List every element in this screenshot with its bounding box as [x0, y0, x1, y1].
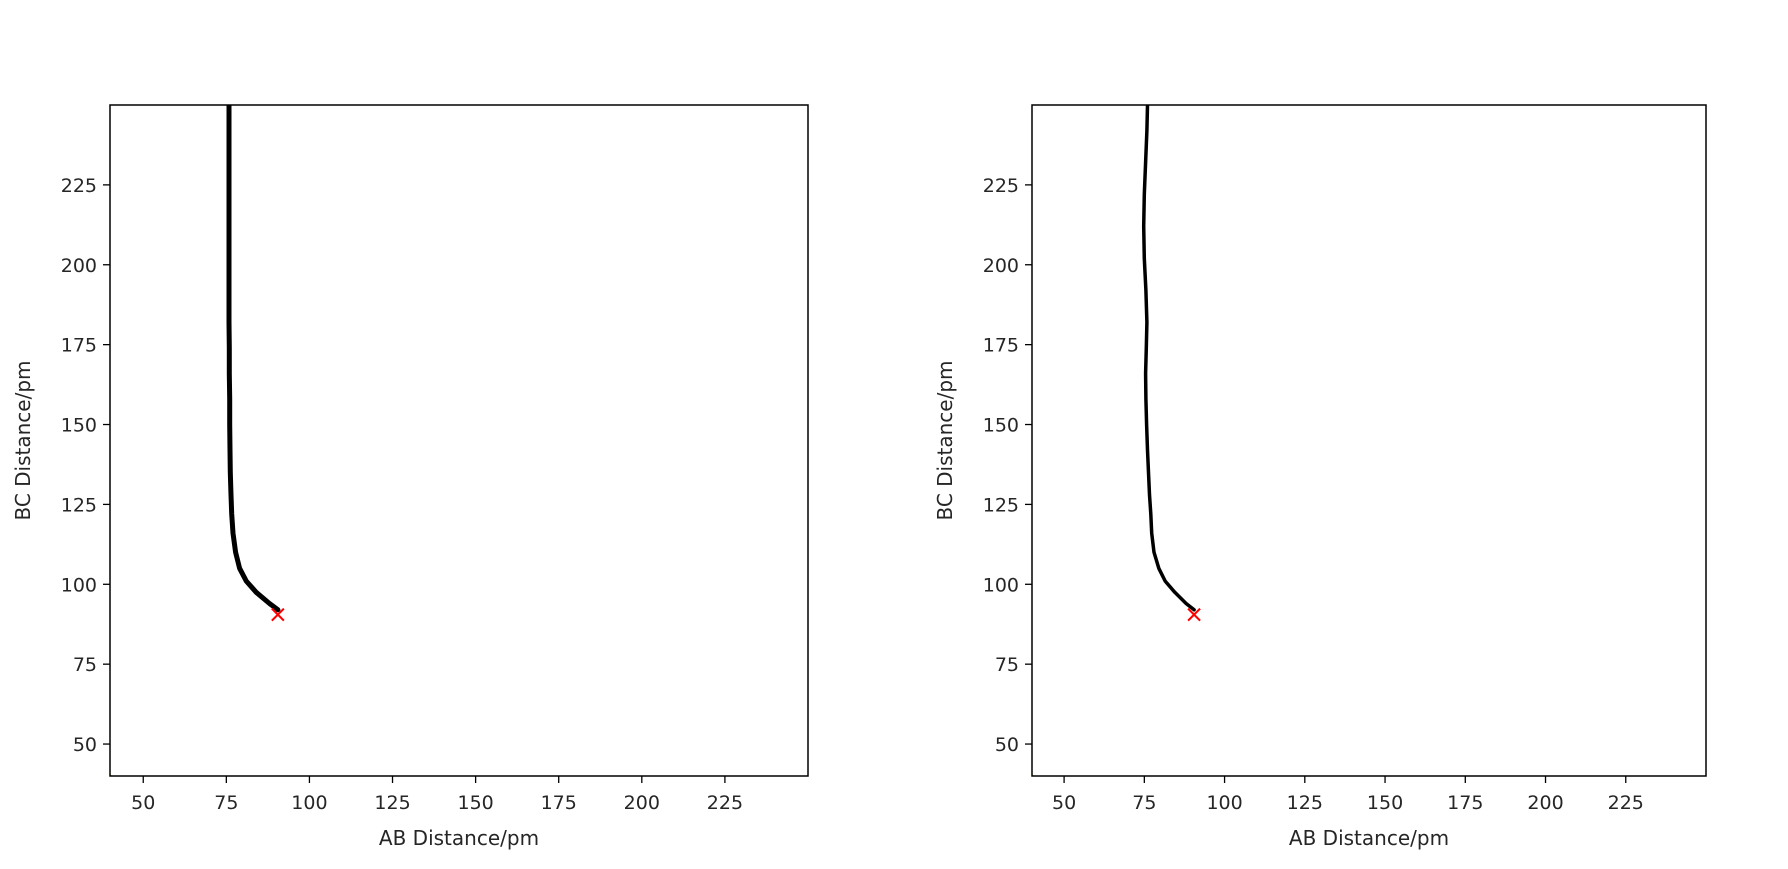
x-tick-label: 125	[374, 792, 410, 814]
x-tick-label: 125	[1287, 792, 1323, 814]
x-tick-label: 50	[131, 792, 155, 814]
x-tick-label: 50	[1052, 792, 1076, 814]
y-axis-label: BC Distance/pm	[11, 360, 35, 520]
x-tick-label: 75	[1132, 792, 1156, 814]
y-tick-label: 100	[983, 574, 1019, 596]
y-tick-label: 100	[61, 574, 97, 596]
x-tick-label: 200	[1527, 792, 1563, 814]
x-tick-label: 100	[291, 792, 327, 814]
y-tick-label: 225	[983, 175, 1019, 197]
x-tick-label: 150	[1367, 792, 1403, 814]
x-tick-label: 225	[1608, 792, 1644, 814]
contour-lines	[110, 105, 285, 776]
axes-frame	[1031, 104, 1707, 777]
saddle-point-marker	[1187, 607, 1201, 622]
axes-frame	[109, 104, 809, 777]
y-tick-label: 150	[61, 415, 97, 437]
trajectory-line	[1141, 105, 1196, 612]
y-tick-label: 50	[73, 734, 97, 756]
y-tick-label: 50	[995, 734, 1019, 756]
x-tick-label: 100	[1206, 792, 1242, 814]
saddle-point-marker	[271, 607, 285, 622]
y-tick-label: 75	[995, 654, 1019, 676]
x-tick-label: 200	[624, 792, 660, 814]
y-tick-label: 225	[61, 175, 97, 197]
x-axis-label: AB Distance/pm	[379, 826, 539, 850]
y-tick-label: 75	[73, 654, 97, 676]
y-tick-label: 125	[61, 494, 97, 516]
y-tick-label: 175	[983, 335, 1019, 357]
x-tick-label: 175	[541, 792, 577, 814]
y-tick-label: 200	[61, 255, 97, 277]
x-tick-label: 175	[1447, 792, 1483, 814]
x-tick-label: 150	[457, 792, 493, 814]
y-tick-label: 125	[983, 494, 1019, 516]
y-axis-label: BC Distance/pm	[933, 360, 957, 520]
left-contour-panel: 50 75 100 125 150 175 200 225 50 75 100 125 150 175 20…	[11, 104, 809, 850]
y-tick-label: 200	[983, 255, 1019, 277]
y-tick-label: 150	[983, 415, 1019, 437]
contour-lines	[1032, 105, 1201, 776]
trajectory-line	[226, 105, 281, 613]
right-contour-panel: 50 75 100 125 150 175 200 225 50 75 100 125 150 175 20…	[933, 104, 1707, 850]
x-axis-label: AB Distance/pm	[1289, 826, 1449, 850]
x-tick-label: 225	[707, 792, 743, 814]
x-tick-label: 75	[214, 792, 238, 814]
y-tick-label: 175	[61, 335, 97, 357]
